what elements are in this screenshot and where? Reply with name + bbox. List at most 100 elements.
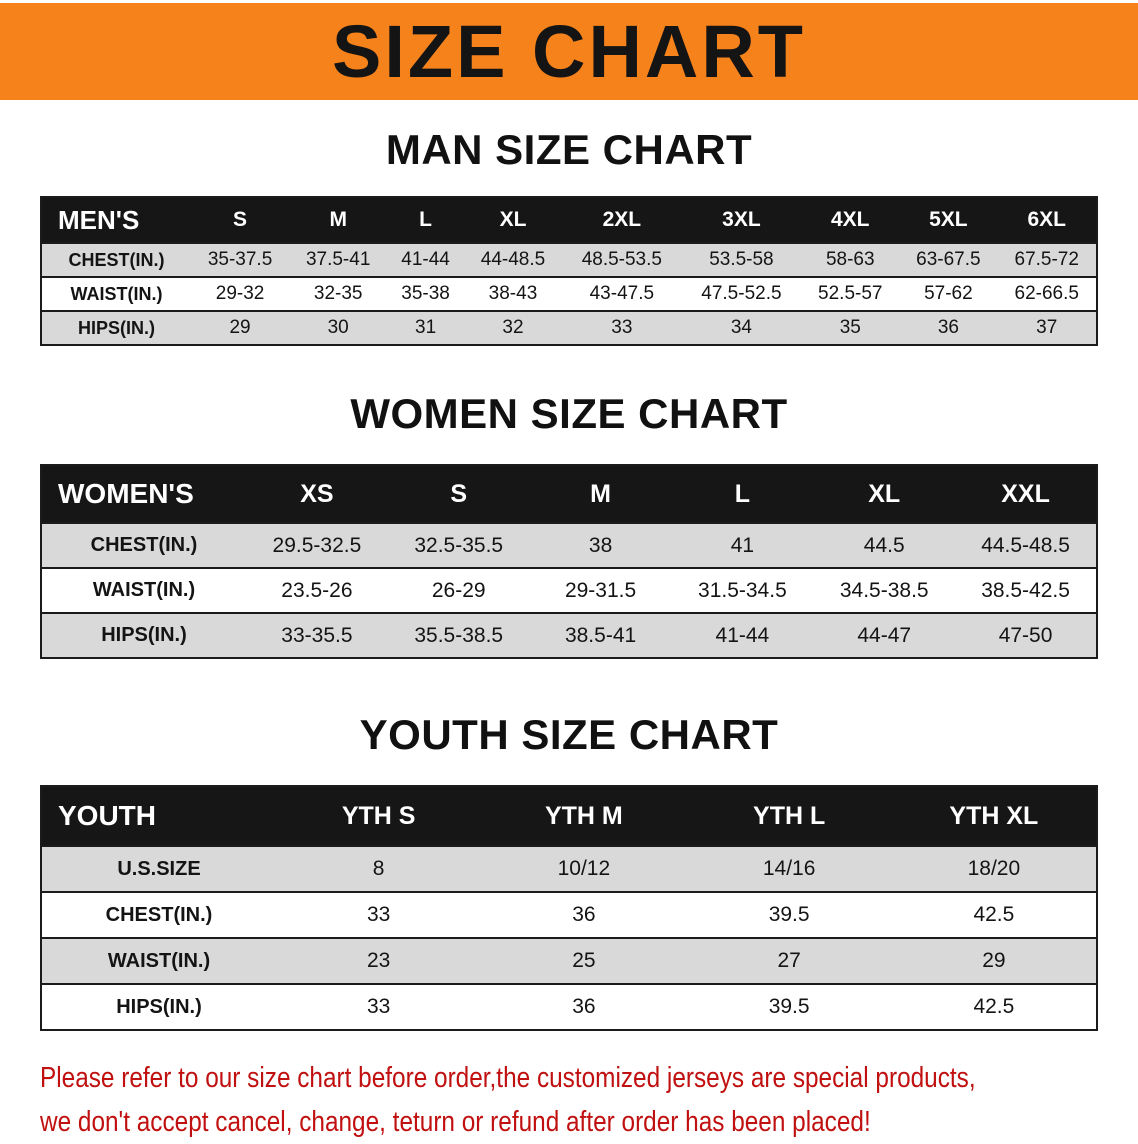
size-column-header: M — [289, 197, 387, 243]
size-column-header: L — [671, 465, 813, 523]
size-value-cell: 42.5 — [892, 892, 1097, 938]
size-value-cell: 38.5-41 — [530, 613, 672, 658]
measurement-label: CHEST(IN.) — [41, 892, 276, 938]
measurement-label: CHEST(IN.) — [41, 523, 246, 568]
size-value-cell: 44.5-48.5 — [955, 523, 1097, 568]
size-value-cell: 25 — [481, 938, 686, 984]
measurement-label: WAIST(IN.) — [41, 568, 246, 613]
table-corner-label: MEN'S — [41, 197, 191, 243]
size-value-cell: 44-48.5 — [464, 243, 562, 277]
size-value-cell: 42.5 — [892, 984, 1097, 1030]
size-value-cell: 41-44 — [671, 613, 813, 658]
size-value-cell: 30 — [289, 311, 387, 345]
size-value-cell: 23 — [276, 938, 481, 984]
size-column-header: XS — [246, 465, 388, 523]
size-value-cell: 39.5 — [687, 892, 892, 938]
size-value-cell: 34.5-38.5 — [813, 568, 955, 613]
size-value-cell: 35 — [801, 311, 899, 345]
measurement-label: HIPS(IN.) — [41, 984, 276, 1030]
table-corner-label: WOMEN'S — [41, 465, 246, 523]
size-value-cell: 43-47.5 — [562, 277, 682, 311]
size-value-cell: 63-67.5 — [899, 243, 997, 277]
size-value-cell: 27 — [687, 938, 892, 984]
size-column-header: XL — [464, 197, 562, 243]
size-value-cell: 48.5-53.5 — [562, 243, 682, 277]
size-value-cell: 8 — [276, 846, 481, 892]
measurement-label: HIPS(IN.) — [41, 311, 191, 345]
size-value-cell: 62-66.5 — [997, 277, 1097, 311]
size-value-cell: 38 — [530, 523, 672, 568]
size-column-header: YTH L — [687, 786, 892, 846]
size-value-cell: 29 — [191, 311, 289, 345]
size-value-cell: 37.5-41 — [289, 243, 387, 277]
size-value-cell: 31.5-34.5 — [671, 568, 813, 613]
size-value-cell: 44.5 — [813, 523, 955, 568]
size-value-cell: 36 — [481, 984, 686, 1030]
size-column-header: 6XL — [997, 197, 1097, 243]
size-column-header: YTH XL — [892, 786, 1097, 846]
size-value-cell: 33 — [276, 984, 481, 1030]
size-value-cell: 53.5-58 — [682, 243, 802, 277]
size-column-header: 5XL — [899, 197, 997, 243]
size-value-cell: 35-38 — [387, 277, 464, 311]
size-value-cell: 57-62 — [899, 277, 997, 311]
size-value-cell: 35.5-38.5 — [388, 613, 530, 658]
size-column-header: YTH S — [276, 786, 481, 846]
table-corner-label: YOUTH — [41, 786, 276, 846]
size-value-cell: 38-43 — [464, 277, 562, 311]
size-value-cell: 32-35 — [289, 277, 387, 311]
men-section-heading: MAN SIZE CHART — [0, 126, 1138, 174]
disclaimer: Please refer to our size chart before or… — [40, 1057, 1138, 1144]
size-value-cell: 58-63 — [801, 243, 899, 277]
measurement-label: U.S.SIZE — [41, 846, 276, 892]
page-title: SIZE CHART — [332, 15, 806, 89]
size-value-cell: 44-47 — [813, 613, 955, 658]
size-value-cell: 35-37.5 — [191, 243, 289, 277]
banner: SIZE CHART — [0, 3, 1138, 100]
size-value-cell: 41-44 — [387, 243, 464, 277]
size-value-cell: 29 — [892, 938, 1097, 984]
size-column-header: L — [387, 197, 464, 243]
size-column-header: XXL — [955, 465, 1097, 523]
size-value-cell: 67.5-72 — [997, 243, 1097, 277]
size-column-header: XL — [813, 465, 955, 523]
size-value-cell: 38.5-42.5 — [955, 568, 1097, 613]
youth-section-heading: YOUTH SIZE CHART — [0, 711, 1138, 759]
size-value-cell: 39.5 — [687, 984, 892, 1030]
measurement-label: WAIST(IN.) — [41, 277, 191, 311]
women-section-heading: WOMEN SIZE CHART — [0, 390, 1138, 438]
size-value-cell: 29-32 — [191, 277, 289, 311]
size-column-header: 2XL — [562, 197, 682, 243]
measurement-label: CHEST(IN.) — [41, 243, 191, 277]
size-value-cell: 29.5-32.5 — [246, 523, 388, 568]
disclaimer-line-2: we don't accept cancel, change, teturn o… — [40, 1101, 962, 1144]
size-value-cell: 37 — [997, 311, 1097, 345]
size-value-cell: 34 — [682, 311, 802, 345]
size-value-cell: 47-50 — [955, 613, 1097, 658]
size-value-cell: 33 — [562, 311, 682, 345]
size-value-cell: 14/16 — [687, 846, 892, 892]
size-value-cell: 36 — [481, 892, 686, 938]
size-value-cell: 36 — [899, 311, 997, 345]
size-value-cell: 23.5-26 — [246, 568, 388, 613]
size-column-header: 3XL — [682, 197, 802, 243]
size-value-cell: 31 — [387, 311, 464, 345]
